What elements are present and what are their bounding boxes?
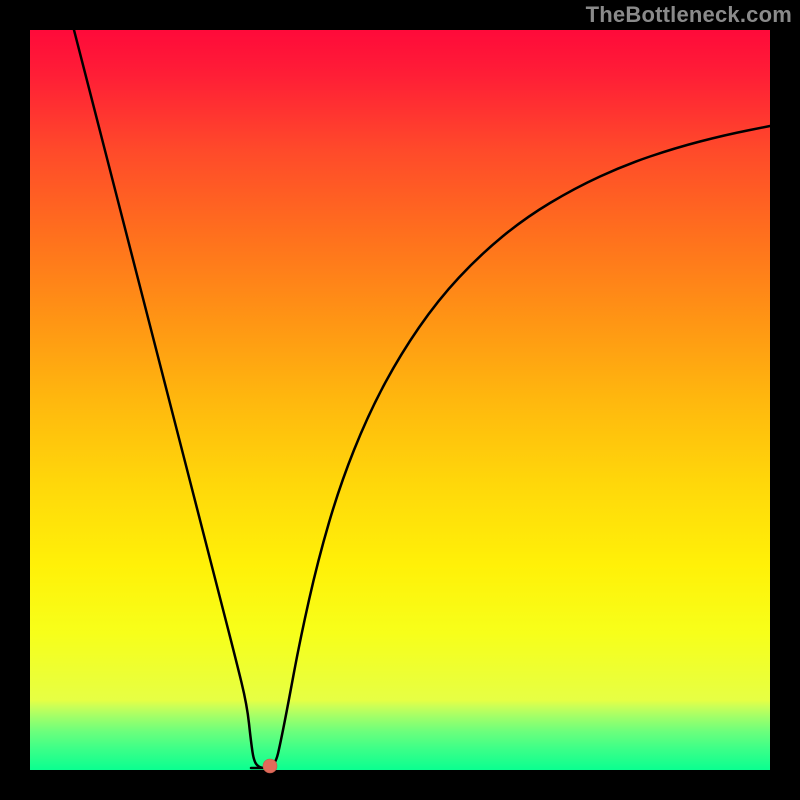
plot-gradient-area: [30, 30, 770, 700]
chart-container: TheBottleneck.com: [0, 0, 800, 800]
optimal-point-marker: [263, 759, 277, 773]
watermark-text: TheBottleneck.com: [586, 2, 792, 28]
bottleneck-curve-chart: [0, 0, 800, 800]
plot-green-band: [30, 700, 770, 770]
